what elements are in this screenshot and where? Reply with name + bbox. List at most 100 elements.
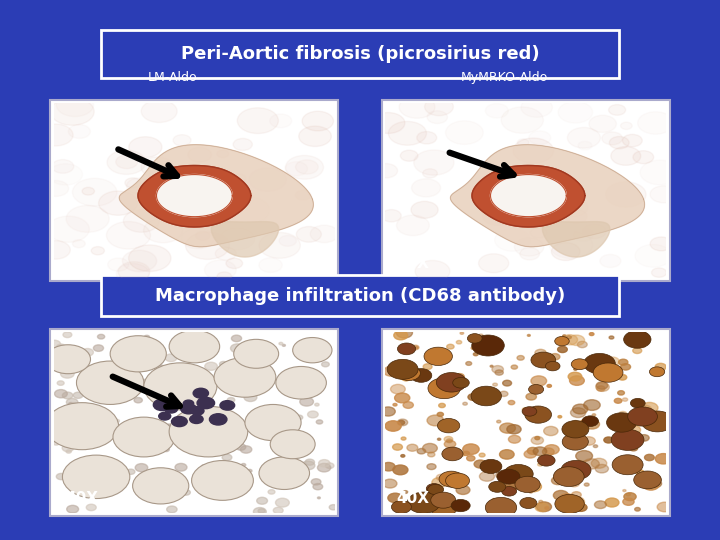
Circle shape <box>82 187 94 195</box>
Circle shape <box>589 115 616 132</box>
Circle shape <box>481 172 514 193</box>
Circle shape <box>467 456 475 461</box>
Circle shape <box>444 441 456 448</box>
Circle shape <box>274 507 283 514</box>
Circle shape <box>606 413 636 432</box>
Circle shape <box>479 453 485 457</box>
Circle shape <box>398 421 405 424</box>
Polygon shape <box>211 221 279 257</box>
Circle shape <box>308 371 318 377</box>
Circle shape <box>222 454 232 461</box>
Circle shape <box>259 232 300 258</box>
Circle shape <box>597 386 605 391</box>
Circle shape <box>555 495 585 514</box>
Circle shape <box>495 370 503 375</box>
Circle shape <box>606 357 619 366</box>
Circle shape <box>595 383 609 391</box>
Circle shape <box>228 470 237 476</box>
Circle shape <box>497 469 520 484</box>
Circle shape <box>66 366 72 369</box>
Circle shape <box>618 411 627 417</box>
Circle shape <box>86 504 96 511</box>
Circle shape <box>295 160 318 174</box>
Circle shape <box>649 367 665 377</box>
Circle shape <box>426 496 432 501</box>
Circle shape <box>626 425 641 435</box>
Circle shape <box>451 500 470 512</box>
Circle shape <box>649 480 662 488</box>
Circle shape <box>268 490 275 494</box>
Circle shape <box>63 455 130 498</box>
Circle shape <box>60 369 74 378</box>
Circle shape <box>657 502 672 512</box>
Circle shape <box>73 178 117 206</box>
Polygon shape <box>542 221 610 257</box>
Circle shape <box>410 369 432 382</box>
Circle shape <box>453 377 469 388</box>
Circle shape <box>81 465 90 471</box>
Circle shape <box>535 386 539 388</box>
Polygon shape <box>472 166 585 227</box>
Circle shape <box>614 399 622 403</box>
Circle shape <box>595 501 606 509</box>
Circle shape <box>214 357 276 397</box>
Circle shape <box>485 497 517 518</box>
Circle shape <box>539 501 543 503</box>
Circle shape <box>73 392 83 399</box>
Circle shape <box>164 404 178 413</box>
Circle shape <box>438 418 460 433</box>
Circle shape <box>284 473 297 481</box>
Circle shape <box>397 419 408 426</box>
Circle shape <box>482 207 512 225</box>
Circle shape <box>181 404 197 414</box>
Circle shape <box>500 450 514 459</box>
Circle shape <box>468 394 478 400</box>
Circle shape <box>217 150 229 158</box>
Circle shape <box>643 480 659 490</box>
Circle shape <box>53 441 59 445</box>
Circle shape <box>583 458 599 469</box>
Circle shape <box>580 420 590 426</box>
Circle shape <box>129 137 162 158</box>
Circle shape <box>276 498 289 507</box>
Circle shape <box>201 464 208 469</box>
Circle shape <box>446 510 450 514</box>
Circle shape <box>127 436 130 438</box>
Circle shape <box>410 503 420 510</box>
Circle shape <box>562 433 588 450</box>
Circle shape <box>538 463 543 466</box>
Circle shape <box>463 402 467 405</box>
Circle shape <box>557 346 567 353</box>
Circle shape <box>428 378 460 399</box>
Circle shape <box>531 436 544 444</box>
Circle shape <box>480 460 502 474</box>
Circle shape <box>424 347 452 366</box>
Circle shape <box>525 406 552 423</box>
Circle shape <box>503 380 512 386</box>
Circle shape <box>428 484 444 495</box>
Circle shape <box>215 481 223 486</box>
Circle shape <box>487 397 492 400</box>
Circle shape <box>169 406 248 457</box>
Circle shape <box>155 365 165 372</box>
Circle shape <box>533 168 554 181</box>
Circle shape <box>291 480 294 482</box>
Circle shape <box>575 503 586 510</box>
Circle shape <box>507 424 521 434</box>
Circle shape <box>526 393 536 400</box>
Circle shape <box>316 420 323 424</box>
Circle shape <box>279 474 283 476</box>
Circle shape <box>127 178 153 194</box>
Circle shape <box>492 383 498 386</box>
Circle shape <box>639 343 646 348</box>
Circle shape <box>433 502 444 509</box>
Circle shape <box>423 443 437 453</box>
Circle shape <box>66 205 109 232</box>
Text: LM-Aldo: LM-Aldo <box>148 71 197 84</box>
Circle shape <box>160 424 163 427</box>
Circle shape <box>116 155 138 168</box>
Circle shape <box>285 156 323 179</box>
Circle shape <box>593 363 623 382</box>
Circle shape <box>471 347 475 349</box>
Circle shape <box>171 416 187 427</box>
